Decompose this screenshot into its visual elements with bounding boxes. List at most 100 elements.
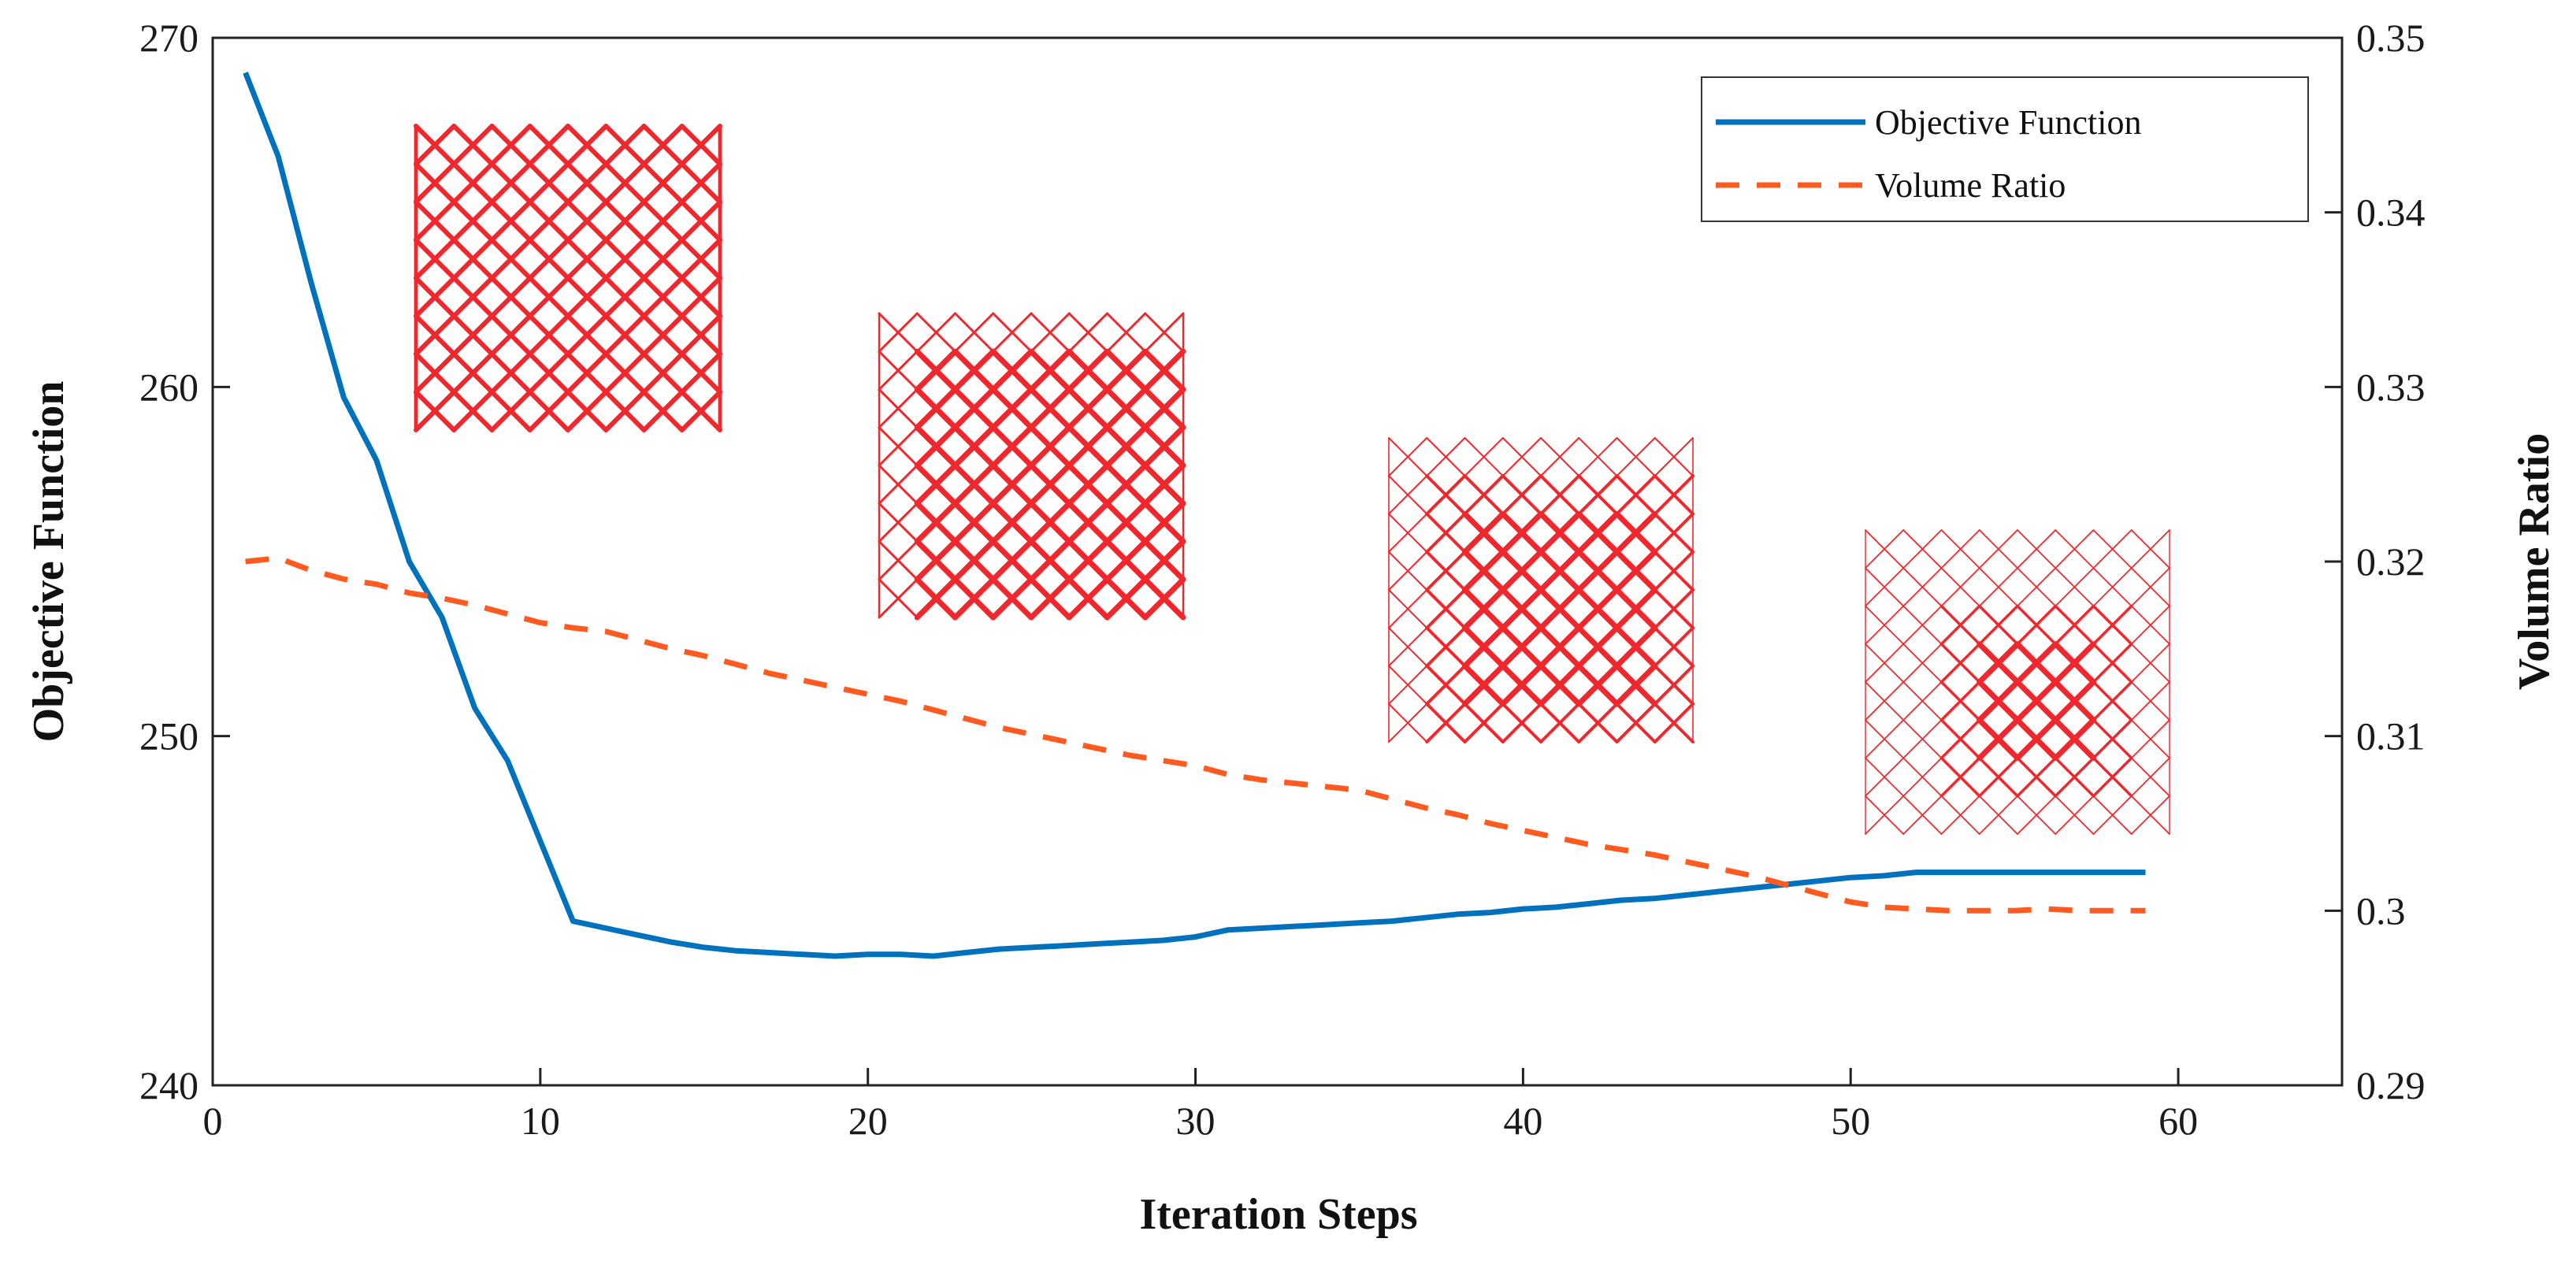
lattice-strut <box>1653 664 1694 706</box>
lattice-strut <box>1614 625 1658 669</box>
x-tick-label: 20 <box>848 1099 888 1143</box>
lattice-strut <box>1540 437 1580 477</box>
lattice-strut <box>1865 605 1905 645</box>
lattice-strut <box>489 161 533 205</box>
lattice-strut <box>2014 717 2058 761</box>
y-right-tick-label: 0.35 <box>2356 16 2426 60</box>
lattice-strut <box>914 348 958 392</box>
lattice-strut <box>878 388 919 429</box>
lattice-strut <box>878 502 919 543</box>
lattice-strut <box>566 351 609 395</box>
lattice-strut <box>1940 567 1980 607</box>
lattice-strut <box>1977 679 2021 723</box>
y-left-tick-label: 270 <box>139 16 199 60</box>
lattice-strut <box>1538 663 1582 707</box>
lattice-strut <box>451 124 495 167</box>
lattice-strut <box>1425 626 1467 668</box>
lattice-inset-1 <box>414 124 722 432</box>
lattice-strut <box>1104 577 1149 621</box>
lattice-strut <box>1577 702 1619 743</box>
lattice-strut <box>1028 539 1072 583</box>
lattice-strut <box>1142 539 1186 583</box>
lattice-strut <box>489 199 533 243</box>
lattice-strut <box>1144 312 1185 353</box>
lattice-strut <box>1977 641 2021 685</box>
lattice-strut <box>952 425 997 469</box>
lattice-insets <box>414 124 2170 835</box>
lattice-strut <box>1577 474 1619 516</box>
lattice-strut <box>679 276 722 319</box>
lattice-strut <box>1462 511 1506 555</box>
lattice-strut <box>1538 625 1582 669</box>
lattice-strut <box>1940 529 1980 569</box>
lattice-strut <box>489 124 533 167</box>
lattice-strut <box>914 387 958 431</box>
lattice-strut <box>2017 795 2057 835</box>
lattice-strut <box>2130 719 2170 759</box>
lattice-strut <box>641 199 685 243</box>
lattice-strut <box>1463 474 1505 516</box>
lattice-strut <box>2092 529 2132 569</box>
lattice-strut <box>2054 567 2095 607</box>
lattice-strut <box>2016 604 2057 646</box>
lattice-strut <box>451 161 495 205</box>
lattice-strut <box>2054 795 2095 835</box>
lattice-strut <box>1028 387 1072 431</box>
lattice-strut <box>990 425 1034 469</box>
lattice-strut <box>1028 348 1072 392</box>
lattice-strut <box>1653 474 1694 516</box>
lattice-strut <box>566 389 609 432</box>
lattice-strut <box>1902 529 1943 569</box>
lattice-strut <box>1902 719 1943 759</box>
lattice-strut <box>2092 795 2132 835</box>
lattice-strut <box>1865 567 1905 607</box>
legend-label-objective-function: Objective Function <box>1875 103 2142 142</box>
y-right-tick-label: 0.31 <box>2356 714 2426 758</box>
lattice-strut <box>679 389 722 432</box>
lattice-strut <box>603 237 647 280</box>
lattice-strut <box>1066 462 1110 506</box>
lattice-strut <box>1578 437 1618 477</box>
lattice-strut <box>952 500 997 544</box>
lattice-strut <box>1142 500 1186 544</box>
lattice-strut <box>2052 641 2096 685</box>
lattice-strut <box>2130 757 2170 797</box>
lattice-strut <box>878 464 919 505</box>
lattice-strut <box>1939 718 1981 760</box>
legend: Objective Function Volume Ratio <box>1701 76 2309 222</box>
lattice-strut <box>2054 529 2095 569</box>
lattice-strut <box>679 351 722 395</box>
lattice-strut <box>414 313 457 357</box>
lattice-strut <box>952 387 997 431</box>
lattice-strut <box>2092 643 2133 684</box>
lattice-strut <box>2092 718 2133 760</box>
y-right-tick-label: 0.29 <box>2356 1063 2426 1107</box>
lattice-strut <box>990 348 1034 392</box>
lattice-strut <box>1028 425 1072 469</box>
lattice-strut <box>1028 577 1072 621</box>
lattice-strut <box>1028 500 1072 544</box>
lattice-strut <box>527 161 570 205</box>
x-tick-label: 0 <box>203 1099 223 1143</box>
lattice-strut <box>414 389 457 432</box>
lattice-strut <box>603 124 647 167</box>
lattice-strut <box>1501 437 1542 477</box>
lattice-strut <box>527 199 570 243</box>
lattice-strut <box>1388 437 1428 477</box>
lattice-strut <box>451 389 495 432</box>
lattice-strut <box>679 161 722 205</box>
lattice-strut <box>527 237 570 280</box>
lattice-strut <box>1615 702 1657 743</box>
lattice-strut <box>1104 462 1149 506</box>
lattice-strut <box>1388 475 1428 515</box>
lattice-strut <box>2052 717 2096 761</box>
lattice-strut <box>1106 312 1147 353</box>
series-layer <box>243 72 2146 959</box>
lattice-strut <box>451 276 495 319</box>
lattice-strut <box>954 312 995 353</box>
lattice-strut <box>1978 756 2019 798</box>
lattice-strut <box>1902 567 1943 607</box>
lattice-strut <box>1104 387 1149 431</box>
lattice-strut <box>2092 567 2132 607</box>
